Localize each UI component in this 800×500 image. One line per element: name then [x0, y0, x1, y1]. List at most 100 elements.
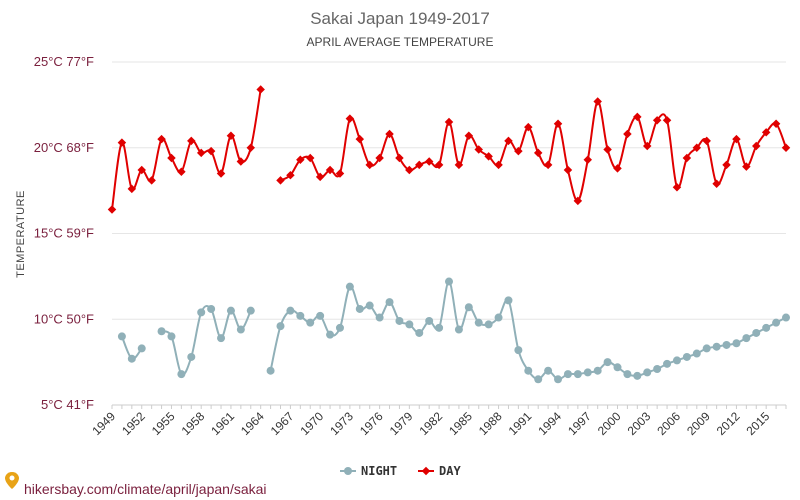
data-point-day[interactable]	[405, 165, 414, 175]
data-point-day[interactable]	[276, 176, 285, 185]
data-point-night[interactable]	[217, 334, 226, 343]
data-point-night[interactable]	[464, 303, 473, 312]
data-point-night[interactable]	[474, 318, 483, 327]
data-point-night[interactable]	[603, 358, 612, 367]
data-point-night[interactable]	[127, 354, 136, 363]
data-point-night[interactable]	[682, 352, 691, 361]
data-point-night[interactable]	[197, 308, 206, 317]
data-point-night[interactable]	[613, 363, 622, 372]
data-point-day[interactable]	[315, 172, 325, 182]
data-point-night[interactable]	[742, 334, 751, 343]
data-point-day[interactable]	[206, 146, 216, 156]
data-point-day[interactable]	[167, 153, 176, 163]
data-point-night[interactable]	[623, 370, 632, 379]
data-point-day[interactable]	[484, 152, 493, 161]
data-point-night[interactable]	[385, 298, 394, 307]
data-point-day[interactable]	[533, 148, 543, 158]
data-point-day[interactable]	[365, 160, 374, 170]
data-point-night[interactable]	[633, 371, 642, 380]
data-point-day[interactable]	[702, 136, 711, 146]
data-point-night[interactable]	[246, 306, 255, 315]
data-point-night[interactable]	[167, 332, 176, 341]
data-point-night[interactable]	[296, 311, 305, 320]
legend-item-night[interactable]: NIGHT	[340, 464, 397, 478]
data-point-night[interactable]	[484, 320, 493, 329]
data-point-night[interactable]	[514, 346, 523, 355]
data-point-night[interactable]	[643, 368, 652, 377]
data-point-day[interactable]	[444, 117, 454, 127]
data-point-night[interactable]	[355, 304, 364, 313]
data-point-day[interactable]	[434, 160, 444, 170]
data-point-night[interactable]	[137, 344, 146, 353]
data-point-day[interactable]	[246, 143, 256, 152]
data-point-day[interactable]	[187, 136, 196, 146]
data-point-night[interactable]	[712, 342, 721, 351]
data-point-night[interactable]	[177, 370, 186, 379]
data-point-day[interactable]	[127, 184, 137, 194]
data-point-day[interactable]	[722, 160, 731, 170]
data-point-day[interactable]	[415, 160, 424, 170]
data-point-day[interactable]	[375, 153, 384, 163]
data-point-night[interactable]	[415, 328, 424, 337]
data-point-night[interactable]	[345, 282, 354, 291]
data-point-night[interactable]	[117, 332, 126, 341]
data-point-day[interactable]	[137, 165, 146, 175]
data-point-night[interactable]	[454, 325, 463, 334]
data-point-night[interactable]	[187, 352, 196, 361]
data-point-day[interactable]	[613, 164, 622, 173]
data-point-day[interactable]	[147, 176, 156, 185]
data-point-day[interactable]	[543, 160, 553, 170]
data-point-night[interactable]	[583, 368, 592, 377]
legend[interactable]: NIGHT DAY	[340, 464, 461, 478]
data-point-night[interactable]	[286, 306, 295, 315]
data-point-night[interactable]	[653, 364, 662, 373]
data-point-day[interactable]	[157, 134, 166, 144]
data-point-night[interactable]	[395, 316, 404, 325]
data-point-night[interactable]	[494, 313, 503, 322]
data-point-night[interactable]	[544, 366, 553, 375]
data-point-night[interactable]	[236, 325, 245, 334]
data-point-night[interactable]	[732, 339, 741, 348]
data-point-day[interactable]	[603, 145, 612, 154]
data-point-night[interactable]	[534, 375, 543, 384]
data-point-night[interactable]	[157, 327, 166, 336]
data-point-day[interactable]	[583, 155, 593, 164]
data-point-day[interactable]	[226, 131, 236, 140]
data-point-night[interactable]	[276, 322, 285, 331]
data-point-night[interactable]	[405, 320, 414, 329]
data-point-night[interactable]	[554, 375, 563, 384]
data-point-night[interactable]	[435, 323, 444, 332]
data-point-day[interactable]	[662, 116, 672, 125]
data-point-night[interactable]	[335, 323, 344, 332]
data-point-day[interactable]	[335, 169, 345, 178]
data-point-night[interactable]	[365, 301, 374, 310]
data-point-day[interactable]	[464, 131, 474, 140]
data-point-day[interactable]	[296, 155, 305, 164]
data-point-night[interactable]	[226, 306, 235, 315]
data-point-day[interactable]	[236, 157, 246, 166]
data-point-day[interactable]	[424, 157, 434, 166]
data-point-day[interactable]	[395, 153, 404, 163]
data-point-night[interactable]	[573, 370, 582, 379]
data-point-night[interactable]	[425, 316, 434, 325]
data-point-night[interactable]	[266, 366, 275, 375]
data-point-night[interactable]	[375, 313, 384, 322]
data-point-night[interactable]	[752, 328, 761, 337]
data-point-day[interactable]	[504, 136, 513, 146]
data-point-night[interactable]	[316, 311, 325, 320]
data-point-night[interactable]	[782, 313, 790, 322]
data-point-day[interactable]	[563, 165, 573, 175]
data-point-night[interactable]	[593, 366, 602, 375]
data-point-day[interactable]	[325, 165, 335, 175]
data-point-night[interactable]	[762, 323, 771, 332]
data-point-day[interactable]	[781, 143, 791, 152]
data-point-night[interactable]	[722, 340, 731, 349]
data-point-day[interactable]	[593, 97, 602, 106]
data-point-night[interactable]	[672, 356, 681, 365]
data-point-night[interactable]	[504, 296, 513, 305]
data-point-night[interactable]	[702, 344, 711, 353]
data-point-day[interactable]	[385, 129, 394, 139]
data-point-night[interactable]	[207, 304, 216, 313]
data-point-night[interactable]	[326, 330, 335, 339]
data-point-day[interactable]	[345, 114, 355, 123]
